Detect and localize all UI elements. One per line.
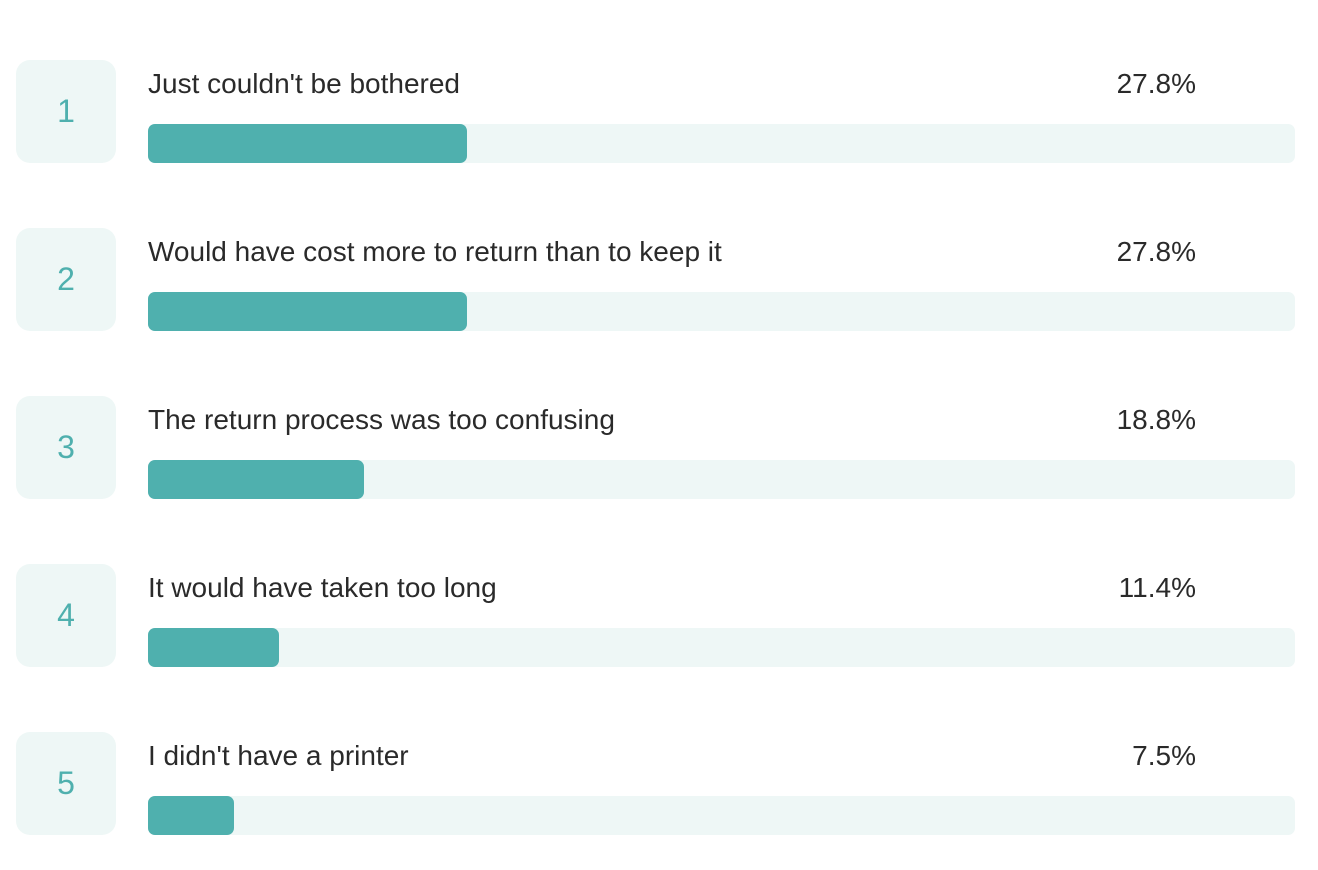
bar-row: 5 I didn't have a printer 7.5% xyxy=(16,732,1296,836)
bar-track xyxy=(148,628,1295,667)
bar-track xyxy=(148,292,1295,331)
rank-badge: 5 xyxy=(16,732,116,835)
bar-fill xyxy=(148,628,279,667)
bar-row: 4 It would have taken too long 11.4% xyxy=(16,564,1296,668)
rank-badge: 3 xyxy=(16,396,116,499)
rank-badge: 4 xyxy=(16,564,116,667)
bar-label: Just couldn't be bothered xyxy=(148,68,461,99)
bar-value-label: 11.4% xyxy=(1118,572,1196,603)
bar-fill xyxy=(148,460,364,499)
bar-track xyxy=(148,460,1295,499)
bar-row: 1 Just couldn't be bothered 27.8% xyxy=(16,60,1296,164)
bar-label: It would have taken too long xyxy=(148,572,497,603)
bar-value-label: 27.8% xyxy=(1116,68,1196,99)
bar-value-label: 7.5% xyxy=(1132,740,1196,771)
rank-badge: 1 xyxy=(16,60,116,163)
bar-row: 2 Would have cost more to return than to … xyxy=(16,228,1296,332)
bar-track xyxy=(148,124,1295,163)
bar-fill xyxy=(148,124,467,163)
bar-track xyxy=(148,796,1295,835)
bar-label: The return process was too confusing xyxy=(148,404,615,435)
bar-label: Would have cost more to return than to k… xyxy=(148,236,722,267)
bar-value-label: 27.8% xyxy=(1116,236,1196,267)
bar-fill xyxy=(148,796,235,835)
bar-row: 3 The return process was too confusing 18.… xyxy=(16,396,1296,500)
bar-label: I didn't have a printer xyxy=(148,740,409,771)
rank-badge: 2 xyxy=(16,228,116,331)
bar-fill xyxy=(148,292,467,331)
bar-value-label: 18.8% xyxy=(1116,404,1196,435)
